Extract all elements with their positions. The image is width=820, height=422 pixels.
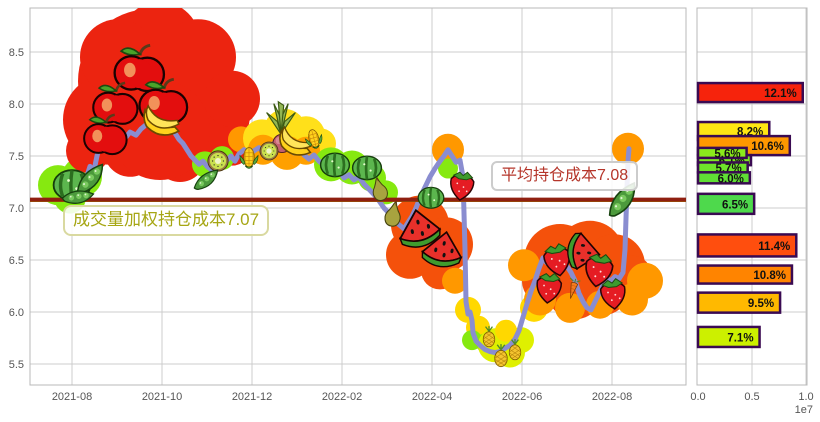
volume-bar <box>696 81 805 104</box>
x-axis-tick-label: 2021-08 <box>52 391 92 403</box>
x-axis-tick-label: 2022-04 <box>412 391 452 403</box>
x-axis-tick-label: 2021-10 <box>142 391 182 403</box>
watermelon-icon <box>351 154 383 181</box>
y-axis-tick-label: 6.0 <box>9 307 24 319</box>
volume-bar-label: 6.0% <box>718 173 744 185</box>
volume-bubble <box>204 70 260 127</box>
histogram-x-tick-label: 1.0 <box>798 391 813 403</box>
kiwi-icon <box>259 141 279 161</box>
volume-bar-label: 6.5% <box>722 199 748 211</box>
x-axis-tick-label: 2022-06 <box>502 391 542 403</box>
avg-cost-label: 平均持仓成本7.08 <box>491 161 639 191</box>
volume-bubble <box>508 249 540 282</box>
histogram-x-tick-label: 0.0 <box>690 391 705 403</box>
x-axis-tick-label: 2022-08 <box>592 391 632 403</box>
volume-bar-label: 5.6% <box>714 148 740 160</box>
y-axis-tick-label: 5.5 <box>9 359 24 371</box>
volume-bubble <box>438 158 458 179</box>
y-axis-tick-label: 7.0 <box>9 203 24 215</box>
watermelon-icon <box>417 186 445 210</box>
volume-bar <box>696 146 748 160</box>
volume-bubble <box>495 319 517 342</box>
y-axis-tick-label: 7.5 <box>9 151 24 163</box>
volume-bar-label: 12.1% <box>764 88 797 100</box>
volume-bar <box>696 192 756 216</box>
watermelon-icon <box>319 151 351 178</box>
volume-bar-label: 9.5% <box>748 298 774 310</box>
histogram-layer: 12.1%8.2%10.6%6.1%5.6%5.7%6.0%6.5%11.4%1… <box>696 81 805 349</box>
volume-bar-label: 7.1% <box>727 332 753 344</box>
histogram-x-tick-label: 0.5 <box>744 391 759 403</box>
volume-bubble <box>442 267 468 294</box>
volume-bubble <box>555 292 585 323</box>
x-axis-tick-label: 2021-12 <box>232 391 272 403</box>
volume-bar <box>696 171 752 185</box>
volume-bar-label: 11.4% <box>758 241 790 253</box>
y-axis-tick-label: 8.0 <box>9 99 24 111</box>
main-plot-border <box>29 7 687 386</box>
volume-bar-label: 10.8% <box>753 270 786 282</box>
y-axis-tick-label: 6.5 <box>9 255 24 267</box>
volume-bubble <box>627 262 663 299</box>
y-axis-tick-label: 8.5 <box>9 47 24 59</box>
volume-bar <box>696 233 798 258</box>
vwap-cost-label: 成交量加权持仓成本7.07 <box>63 205 270 236</box>
volume-bar <box>696 264 794 285</box>
x-axis-tick-label: 2022-02 <box>322 391 362 403</box>
volume-bar <box>696 291 782 314</box>
volume-bar <box>696 325 761 349</box>
kiwi-icon <box>207 150 229 172</box>
volume-bar-label: 10.6% <box>751 141 784 153</box>
histogram-unit-label: 1e7 <box>795 404 813 416</box>
